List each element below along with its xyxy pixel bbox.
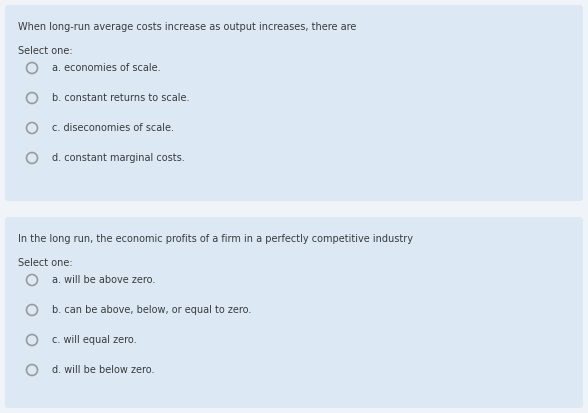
FancyBboxPatch shape <box>5 5 583 201</box>
Text: c. will equal zero.: c. will equal zero. <box>52 335 136 345</box>
FancyBboxPatch shape <box>5 217 583 408</box>
Text: d. will be below zero.: d. will be below zero. <box>52 365 155 375</box>
Text: Select one:: Select one: <box>18 258 73 268</box>
Text: a. will be above zero.: a. will be above zero. <box>52 275 155 285</box>
Text: a. economies of scale.: a. economies of scale. <box>52 63 161 73</box>
Text: When long-run average costs increase as output increases, there are: When long-run average costs increase as … <box>18 22 356 32</box>
Text: d. constant marginal costs.: d. constant marginal costs. <box>52 153 185 163</box>
Text: b. constant returns to scale.: b. constant returns to scale. <box>52 93 189 103</box>
Text: b. can be above, below, or equal to zero.: b. can be above, below, or equal to zero… <box>52 305 252 315</box>
Text: Select one:: Select one: <box>18 46 73 56</box>
Text: In the long run, the economic profits of a firm in a perfectly competitive indus: In the long run, the economic profits of… <box>18 234 413 244</box>
Text: c. diseconomies of scale.: c. diseconomies of scale. <box>52 123 174 133</box>
